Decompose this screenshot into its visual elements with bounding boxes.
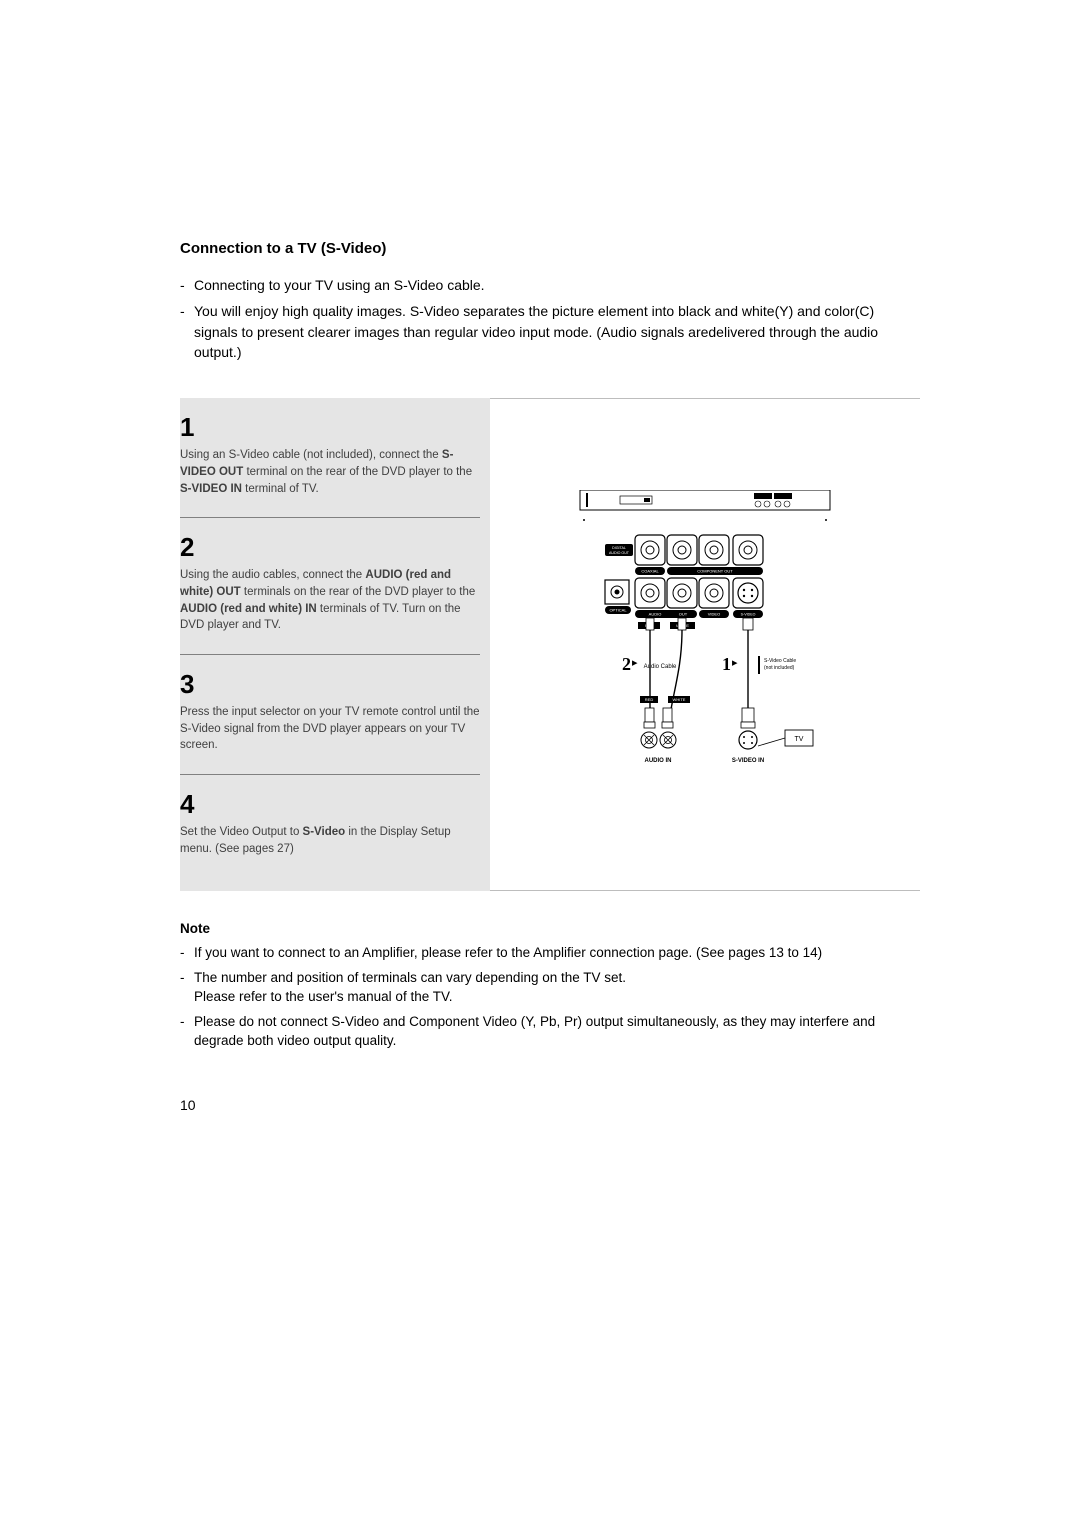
step-text: Using the audio cables, connect the — [180, 569, 365, 581]
note-item: The number and position of terminals can… — [194, 969, 920, 1007]
bullet-dash: - — [180, 969, 194, 1007]
label-out: OUT — [679, 611, 688, 616]
connection-diagram: DIGITAL AUDIO OUT COA — [560, 490, 850, 800]
note-item: If you want to connect to an Amplifier, … — [194, 944, 920, 963]
step-text: terminal of TV. — [242, 483, 319, 495]
step-text: Set the Video Output to — [180, 826, 303, 838]
step-text: Press the input selector on your TV remo… — [180, 706, 480, 751]
svg-text:RED: RED — [645, 697, 654, 702]
step-bold: AUDIO (red and white) IN — [180, 603, 317, 615]
step-1: 1 Using an S-Video cable (not included),… — [180, 412, 480, 497]
label-audio-in: AUDIO IN — [645, 758, 672, 764]
step-divider — [180, 517, 480, 518]
step-number: 2 — [180, 532, 480, 563]
step-body: Set the Video Output to S-Video in the D… — [180, 824, 480, 857]
step-bold: S-VIDEO IN — [180, 483, 242, 495]
step-number: 1 — [180, 412, 480, 443]
step-body: Using the audio cables, connect the AUDI… — [180, 567, 480, 634]
step-divider — [180, 774, 480, 775]
step-3: 3 Press the input selector on your TV re… — [180, 669, 480, 754]
intro-list: -Connecting to your TV using an S-Video … — [180, 275, 920, 362]
step-4: 4 Set the Video Output to S-Video in the… — [180, 789, 480, 857]
step-body: Using an S-Video cable (not included), c… — [180, 447, 480, 497]
label-optical: OPTICAL — [609, 607, 627, 612]
diagram-step-2: 2 — [622, 654, 631, 674]
diagram-top-rule — [490, 398, 920, 399]
bullet-dash: - — [180, 301, 194, 362]
step-number: 3 — [180, 669, 480, 700]
steps-column: 1 Using an S-Video cable (not included),… — [180, 398, 480, 891]
label-coaxial: COAXIAL — [641, 568, 659, 573]
label-audio: AUDIO — [649, 611, 662, 616]
label-video: VIDEO — [708, 611, 720, 616]
intro-item: Connecting to your TV using an S-Video c… — [194, 275, 920, 295]
svg-text:▸: ▸ — [732, 657, 738, 669]
steps-band: 1 Using an S-Video cable (not included),… — [180, 398, 920, 891]
label-svideo-cable: S-Video Cable — [764, 658, 796, 664]
diagram-column: DIGITAL AUDIO OUT COA — [490, 398, 920, 891]
bullet-dash: - — [180, 944, 194, 963]
label-component-out: COMPONENT OUT — [697, 568, 733, 573]
step-text: terminal on the rear of the DVD player t… — [243, 466, 472, 478]
section-heading: Connection to a TV (S-Video) — [180, 240, 920, 257]
diagram-step-1: 1 — [722, 654, 731, 674]
label-svideo-in: S-VIDEO IN — [732, 758, 764, 764]
step-number: 4 — [180, 789, 480, 820]
label-svideo: S-VIDEO — [741, 612, 756, 616]
diagram-bottom-rule — [490, 890, 920, 891]
step-body: Press the input selector on your TV remo… — [180, 704, 480, 754]
label-digital-audio-out: DIGITAL — [612, 546, 626, 550]
intro-item: You will enjoy high quality images. S-Vi… — [194, 301, 920, 362]
bullet-dash: - — [180, 1013, 194, 1051]
step-text: Using an S-Video cable (not included), c… — [180, 449, 442, 461]
note-item: Please do not connect S-Video and Compon… — [194, 1013, 920, 1051]
svg-text:AUDIO OUT: AUDIO OUT — [609, 551, 630, 555]
bullet-dash: - — [180, 275, 194, 295]
label-audio-cable: Audio Cable — [644, 664, 677, 670]
label-svideo-cable-note: (not included) — [764, 665, 795, 671]
step-2: 2 Using the audio cables, connect the AU… — [180, 532, 480, 634]
step-bold: S-Video — [303, 826, 346, 838]
step-text: terminals on the rear of the DVD player … — [241, 586, 476, 598]
note-section: Note -If you want to connect to an Ampli… — [180, 921, 920, 1050]
note-heading: Note — [180, 921, 920, 936]
page-number: 10 — [180, 1097, 196, 1113]
svg-text:▸: ▸ — [632, 657, 638, 669]
svg-text:WHITE: WHITE — [673, 697, 686, 702]
step-divider — [180, 654, 480, 655]
label-tv: TV — [795, 736, 804, 743]
